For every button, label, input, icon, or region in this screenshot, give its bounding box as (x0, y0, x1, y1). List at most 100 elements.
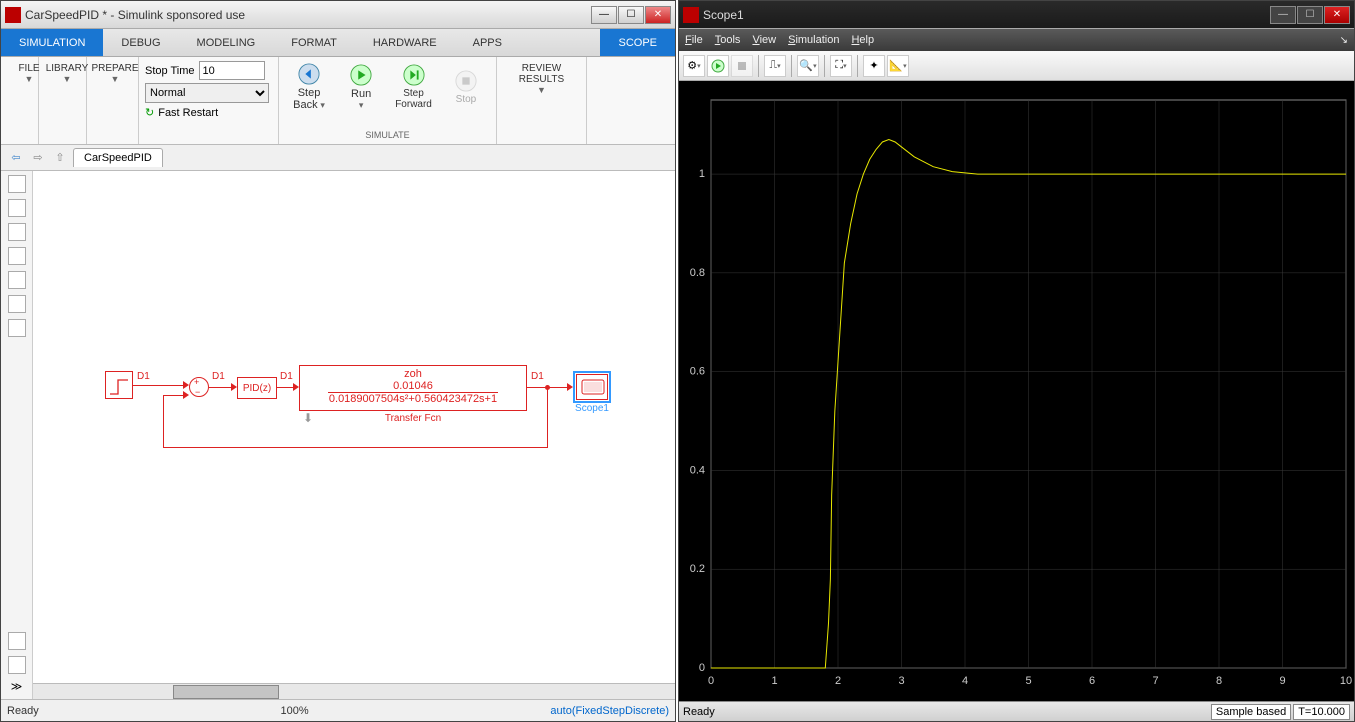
app-icon (5, 7, 21, 23)
maximize-button[interactable]: ☐ (618, 6, 644, 24)
model-canvas[interactable]: D1 + − D1 PID(z) D1 (33, 171, 675, 699)
insert-handle-icon[interactable]: ⬇ (303, 411, 313, 425)
title-bar: CarSpeedPID * - Simulink sponsored use —… (1, 1, 675, 29)
signal-d1-1: D1 (137, 371, 150, 382)
scope-status-time: T=10.000 (1293, 704, 1350, 720)
svg-text:6: 6 (1089, 675, 1095, 687)
scope-window: Scope1 — ☐ ✕ File Tools View Simulation … (678, 0, 1355, 722)
menu-view[interactable]: View (752, 34, 776, 46)
svg-text:1: 1 (771, 675, 777, 687)
menu-docker-icon[interactable]: ↘ (1340, 35, 1348, 46)
autoscale-icon[interactable]: ⛶▾ (830, 55, 852, 77)
tool-screenshot-icon[interactable] (8, 632, 26, 650)
transfer-fcn-label: Transfer Fcn (299, 413, 527, 424)
tab-debug[interactable]: DEBUG (103, 29, 178, 56)
h-scrollbar[interactable] (33, 683, 675, 699)
stop-icon[interactable] (731, 55, 753, 77)
step-forward-button[interactable]: Step Forward (391, 62, 436, 112)
tab-apps[interactable]: APPS (455, 29, 520, 56)
nav-back-icon[interactable]: ⇦ (7, 149, 25, 167)
menu-simulation[interactable]: Simulation (788, 34, 839, 46)
nav-fwd-icon[interactable]: ⇨ (29, 149, 47, 167)
svg-text:0.2: 0.2 (690, 563, 705, 575)
tab-hardware[interactable]: HARDWARE (355, 29, 455, 56)
fast-restart-icon: ↻ (145, 106, 154, 119)
signal-d1-4: D1 (531, 371, 544, 382)
pid-block[interactable]: PID(z) (237, 377, 277, 399)
minimize-button[interactable]: — (591, 6, 617, 24)
trigger-icon[interactable]: ⎍▾ (764, 55, 786, 77)
status-bar: Ready 100% auto(FixedStepDiscrete) (1, 699, 675, 721)
measure-icon[interactable]: 📐▾ (887, 55, 909, 77)
stop-button[interactable]: Stop (444, 68, 488, 107)
cursor-icon[interactable]: ✦ (863, 55, 885, 77)
menu-file[interactable]: File (685, 34, 703, 46)
scope-minimize-button[interactable]: — (1270, 6, 1296, 24)
tool-palette: ≫ (1, 171, 33, 699)
menu-tools[interactable]: Tools (715, 34, 741, 46)
scope-title-bar: Scope1 — ☐ ✕ (679, 1, 1354, 29)
svg-text:0.8: 0.8 (690, 267, 705, 279)
step-block[interactable] (105, 371, 133, 399)
scope-close-button[interactable]: ✕ (1324, 6, 1350, 24)
svg-text:9: 9 (1279, 675, 1285, 687)
sum-block[interactable]: + − (189, 377, 209, 397)
tab-format[interactable]: FORMAT (273, 29, 355, 56)
scope-status-sample: Sample based (1211, 704, 1291, 720)
scope-maximize-button[interactable]: ☐ (1297, 6, 1323, 24)
status-solver[interactable]: auto(FixedStepDiscrete) (550, 705, 669, 717)
svg-text:5: 5 (1025, 675, 1031, 687)
close-button[interactable]: ✕ (645, 6, 671, 24)
tool-annotation-icon[interactable] (8, 271, 26, 289)
ribbon-tabs: SIMULATION DEBUG MODELING FORMAT HARDWAR… (1, 29, 675, 57)
step-back-button[interactable]: Step Back ▾ (287, 61, 331, 113)
transfer-fcn-block[interactable]: zoh 0.01046 0.0189007504s²+0.560423472s+… (299, 365, 527, 411)
zoom-icon[interactable]: 🔍▾ (797, 55, 819, 77)
model-tab[interactable]: CarSpeedPID (73, 148, 163, 167)
svg-text:2: 2 (835, 675, 841, 687)
simulink-window: CarSpeedPID * - Simulink sponsored use —… (0, 0, 676, 722)
status-ready: Ready (7, 705, 39, 717)
scope-block[interactable] (573, 371, 611, 403)
scope-app-icon (683, 7, 699, 23)
status-zoom: 100% (281, 705, 309, 717)
ribbon: FILE ▼ LIBRARY ▼ PREPARE ▼ Stop Time (1, 57, 675, 145)
scope-menubar: File Tools View Simulation Help ↘ (679, 29, 1354, 51)
sim-mode-select[interactable]: Normal (145, 83, 269, 103)
tool-arrow-icon[interactable] (8, 175, 26, 193)
review-results-menu[interactable]: REVIEW RESULTS ▼ (503, 61, 580, 97)
tab-scope[interactable]: SCOPE (600, 29, 675, 56)
prepare-menu[interactable]: PREPARE ▼ (93, 61, 137, 86)
scope-plot[interactable]: 01234567891000.20.40.60.81 (679, 81, 1354, 701)
scope-status-ready: Ready (683, 706, 715, 718)
tab-simulation[interactable]: SIMULATION (1, 29, 103, 56)
svg-text:1: 1 (699, 168, 705, 180)
svg-text:0: 0 (708, 675, 714, 687)
stop-time-input[interactable] (199, 61, 265, 80)
run-button[interactable]: Run▾ (339, 62, 383, 113)
scope-title: Scope1 (703, 8, 1270, 22)
scope-status-bar: Ready Sample based T=10.000 (679, 701, 1354, 721)
signal-d1-2: D1 (212, 371, 225, 382)
tool-fit-icon[interactable] (8, 223, 26, 241)
settings-icon[interactable]: ⚙▾ (683, 55, 705, 77)
library-menu[interactable]: LIBRARY ▼ (45, 61, 89, 86)
svg-text:10: 10 (1340, 675, 1352, 687)
menu-help[interactable]: Help (851, 34, 874, 46)
run-icon[interactable] (707, 55, 729, 77)
tool-explorer-icon[interactable] (8, 656, 26, 674)
svg-text:4: 4 (962, 675, 968, 687)
tool-image-icon[interactable] (8, 295, 26, 313)
tool-area-icon[interactable] (8, 319, 26, 337)
svg-text:7: 7 (1152, 675, 1158, 687)
tool-hand-icon[interactable] (8, 247, 26, 265)
tab-modeling[interactable]: MODELING (179, 29, 274, 56)
nav-up-icon[interactable]: ⇧ (51, 149, 69, 167)
tool-zoom-icon[interactable] (8, 199, 26, 217)
svg-text:3: 3 (898, 675, 904, 687)
window-title: CarSpeedPID * - Simulink sponsored use (25, 8, 591, 22)
fast-restart-label[interactable]: Fast Restart (158, 107, 218, 119)
signal-d1-3: D1 (280, 371, 293, 382)
nav-bar: ⇦ ⇨ ⇧ CarSpeedPID (1, 145, 675, 171)
svg-text:0: 0 (699, 662, 705, 674)
